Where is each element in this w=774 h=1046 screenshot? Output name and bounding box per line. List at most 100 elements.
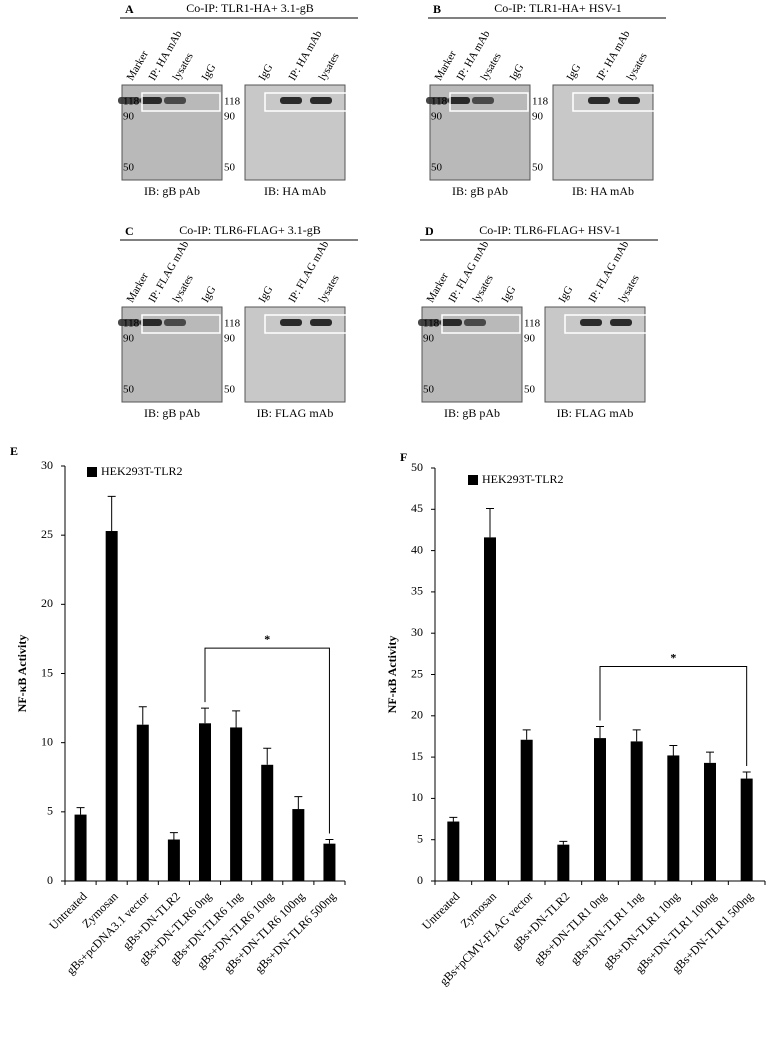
error-bar: [76, 807, 85, 815]
lane-label: lysates: [478, 51, 503, 83]
band: [280, 319, 302, 326]
mw-marker: 90: [532, 111, 544, 123]
y-tick-label: 0: [417, 873, 423, 887]
ib-label: IB: gB pAb: [452, 184, 508, 198]
error-bar: [169, 832, 178, 840]
y-tick-label: 45: [411, 501, 423, 515]
lane-label: IgG: [507, 62, 526, 83]
mw-marker: 90: [224, 333, 236, 345]
bar: [484, 537, 496, 881]
y-tick-label: 5: [47, 804, 53, 818]
legend-label: HEK293T-TLR2: [101, 464, 183, 478]
bar: [594, 738, 606, 881]
panel-letter: E: [10, 444, 18, 458]
bar: [704, 762, 716, 881]
panel-title: Co-IP: TLR6-FLAG+ HSV-1: [479, 223, 620, 237]
y-tick-label: 30: [411, 625, 423, 639]
error-bar: [486, 507, 494, 538]
lane-label: lysates: [470, 273, 495, 305]
bar: [74, 814, 87, 881]
lane-label: lysates: [624, 51, 649, 83]
ib-label: IB: gB pAb: [144, 406, 200, 420]
ib-label: IB: FLAG mAb: [557, 406, 634, 420]
panel-letter: A: [125, 2, 134, 16]
bar: [230, 727, 243, 881]
error-bar: [632, 729, 641, 742]
x-tick-label: Untreated: [419, 889, 462, 932]
y-tick-label: 15: [41, 665, 53, 679]
lane-label: IgG: [556, 284, 575, 305]
y-tick-label: 15: [411, 749, 423, 763]
bar: [323, 843, 336, 881]
ib-label: IB: HA mAb: [572, 184, 634, 198]
error-bar: [107, 495, 116, 532]
y-tick-label: 35: [411, 584, 423, 598]
legend-swatch: [468, 475, 478, 485]
error-bar: [706, 751, 714, 763]
band: [118, 319, 140, 326]
lane-label: lysates: [170, 273, 195, 305]
highlight-box: [441, 314, 521, 334]
y-tick-label: 30: [41, 458, 53, 472]
highlight-box: [264, 314, 362, 334]
mw-marker: 50: [431, 162, 443, 174]
band: [164, 319, 186, 326]
bar: [261, 764, 274, 881]
band: [440, 319, 462, 326]
legend-label: HEK293T-TLR2: [482, 472, 564, 486]
band: [140, 97, 162, 104]
y-tick-label: 25: [411, 666, 423, 680]
mw-marker: 118: [224, 96, 241, 108]
ib-label: IB: gB pAb: [444, 406, 500, 420]
lane-label: lysates: [616, 273, 641, 305]
lane-label: IgG: [256, 284, 275, 305]
highlight-box: [564, 314, 662, 334]
mw-marker: 90: [423, 333, 435, 345]
error-bar: [201, 707, 209, 724]
band: [588, 97, 610, 104]
panel-letter: F: [400, 450, 407, 464]
mw-marker: 118: [224, 318, 241, 330]
highlight-box: [449, 92, 529, 112]
band: [464, 319, 486, 326]
mw-marker: 50: [224, 384, 236, 396]
ib-label: IB: FLAG mAb: [257, 406, 334, 420]
significance-mark: *: [264, 632, 270, 646]
legend-swatch: [87, 467, 97, 477]
band: [426, 97, 448, 104]
error-bar: [325, 839, 334, 844]
lane-label: lysates: [170, 51, 195, 83]
error-bar: [263, 747, 272, 765]
mw-marker: 50: [423, 384, 435, 396]
significance-mark: *: [670, 650, 676, 664]
y-axis-label: NF-κB Activity: [15, 635, 29, 713]
error-bar: [294, 796, 303, 810]
mw-marker: 118: [431, 96, 448, 108]
error-bar: [742, 771, 751, 779]
band: [310, 97, 332, 104]
band: [418, 319, 440, 326]
lane-label: IgG: [499, 284, 518, 305]
band: [580, 319, 602, 326]
mw-marker: 90: [123, 111, 135, 123]
bar: [105, 531, 118, 881]
mw-marker: 50: [224, 162, 236, 174]
y-tick-label: 20: [41, 596, 53, 610]
bar: [740, 778, 753, 881]
band: [164, 97, 186, 104]
panel-title: Co-IP: TLR1-HA+ 3.1-gB: [186, 1, 314, 15]
significance-bracket: [599, 666, 748, 766]
y-tick-label: 5: [417, 831, 423, 845]
lane-label: IgG: [564, 62, 583, 83]
highlight-box: [141, 314, 221, 334]
band: [618, 97, 640, 104]
highlight-box: [264, 92, 362, 112]
bar: [447, 821, 460, 881]
panel-letter: D: [425, 224, 434, 238]
y-axis-label: NF-κB Activity: [385, 636, 399, 714]
band: [310, 319, 332, 326]
bar: [667, 755, 680, 881]
